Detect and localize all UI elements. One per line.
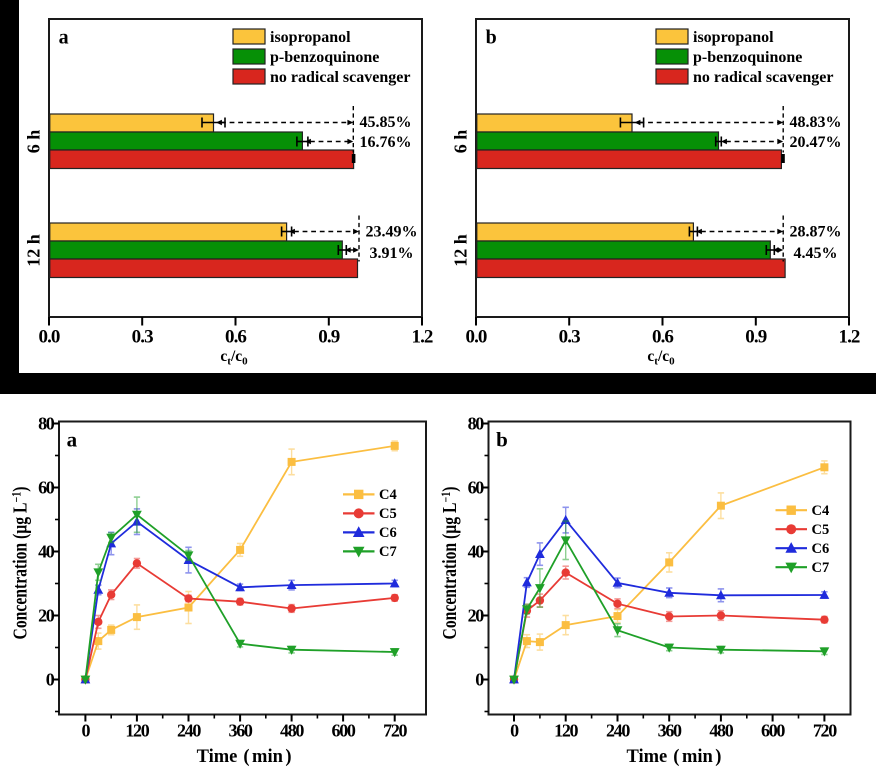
svg-text:C5: C5 — [812, 522, 830, 538]
svg-text:0.6: 0.6 — [225, 327, 246, 348]
svg-text:600: 600 — [332, 720, 356, 740]
svg-text:C7: C7 — [812, 560, 830, 576]
svg-text:12 h: 12 h — [24, 234, 44, 267]
svg-text:6 h: 6 h — [24, 130, 44, 154]
svg-text:480: 480 — [280, 720, 304, 740]
svg-text:240: 240 — [177, 720, 201, 740]
svg-text:b: b — [486, 26, 497, 48]
svg-text:360: 360 — [229, 720, 253, 740]
svg-text:ct/c0: ct/c0 — [647, 348, 675, 368]
svg-text:120: 120 — [125, 720, 149, 740]
svg-text:Concentration (µg L−1): Concentration (µg L−1) — [10, 487, 32, 640]
svg-text:720: 720 — [813, 720, 837, 740]
svg-text:isopropanol: isopropanol — [270, 29, 351, 46]
svg-text:0.3: 0.3 — [132, 327, 153, 348]
svg-text:240: 240 — [606, 720, 630, 740]
svg-text:C4: C4 — [379, 487, 397, 503]
svg-text:6 h: 6 h — [451, 130, 471, 154]
svg-text:80: 80 — [468, 414, 485, 434]
svg-text:Time(min): Time(min) — [627, 747, 722, 767]
svg-text:Time(min): Time(min) — [197, 747, 292, 767]
svg-text:C5: C5 — [379, 506, 397, 522]
svg-text:28.87%: 28.87% — [790, 223, 842, 240]
svg-text:80: 80 — [38, 414, 55, 434]
svg-text:p-benzoquinone: p-benzoquinone — [693, 49, 802, 66]
svg-text:0.0: 0.0 — [38, 327, 59, 348]
svg-text:no radical scavenger: no radical scavenger — [693, 69, 833, 86]
svg-text:12 h: 12 h — [451, 234, 471, 267]
svg-text:4.45%: 4.45% — [794, 245, 838, 262]
svg-text:360: 360 — [658, 720, 682, 740]
svg-text:no radical scavenger: no radical scavenger — [270, 69, 410, 86]
svg-text:C6: C6 — [812, 541, 830, 557]
svg-text:0.9: 0.9 — [318, 327, 339, 348]
svg-text:0.6: 0.6 — [652, 327, 673, 348]
svg-text:20.47%: 20.47% — [790, 134, 842, 151]
svg-text:0.3: 0.3 — [559, 327, 580, 348]
svg-text:0: 0 — [46, 670, 55, 690]
svg-text:600: 600 — [761, 720, 785, 740]
svg-text:C7: C7 — [379, 544, 397, 560]
svg-text:120: 120 — [554, 720, 578, 740]
svg-text:23.49%: 23.49% — [366, 223, 418, 240]
svg-text:C6: C6 — [379, 525, 397, 541]
svg-text:0: 0 — [82, 720, 91, 740]
svg-text:p-benzoquinone: p-benzoquinone — [270, 49, 379, 66]
svg-text:60: 60 — [468, 478, 485, 498]
svg-text:0: 0 — [510, 720, 519, 740]
svg-text:480: 480 — [709, 720, 733, 740]
svg-text:b: b — [496, 428, 508, 452]
svg-text:a: a — [59, 26, 69, 48]
svg-text:60: 60 — [38, 478, 55, 498]
svg-text:45.85%: 45.85% — [360, 114, 412, 131]
svg-text:720: 720 — [383, 720, 407, 740]
svg-text:3.91%: 3.91% — [370, 245, 414, 262]
svg-text:40: 40 — [38, 542, 55, 562]
svg-text:0.9: 0.9 — [745, 327, 766, 348]
svg-text:20: 20 — [468, 606, 485, 626]
svg-text:Concentration (µg L−1): Concentration (µg L−1) — [439, 487, 461, 640]
svg-text:a: a — [67, 428, 78, 452]
svg-text:0.0: 0.0 — [465, 327, 486, 348]
svg-text:0: 0 — [475, 670, 484, 690]
svg-text:C4: C4 — [812, 503, 830, 519]
svg-text:isopropanol: isopropanol — [693, 29, 774, 46]
svg-text:40: 40 — [468, 542, 485, 562]
svg-text:1.2: 1.2 — [411, 327, 432, 348]
svg-text:20: 20 — [38, 606, 55, 626]
svg-text:ct/c0: ct/c0 — [220, 348, 248, 368]
svg-text:16.76%: 16.76% — [360, 134, 412, 151]
svg-text:48.83%: 48.83% — [790, 114, 842, 131]
svg-text:1.2: 1.2 — [838, 327, 859, 348]
